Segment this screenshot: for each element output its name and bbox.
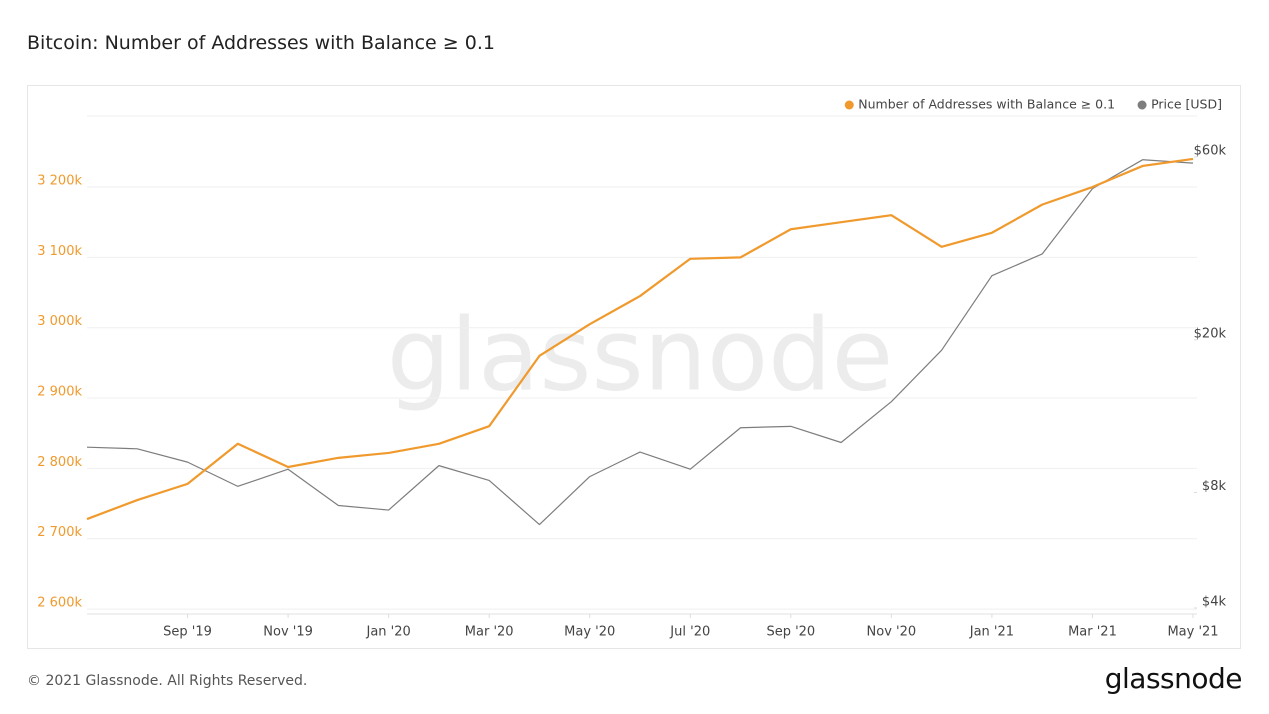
x-tick-label: Nov '19: [263, 625, 313, 640]
legend-label: Number of Addresses with Balance ≥ 0.1: [858, 97, 1115, 112]
x-tick-label: May '20: [564, 625, 615, 640]
y-tick-label: 2 700k: [37, 525, 82, 540]
x-tick-label: May '21: [1167, 625, 1218, 640]
y-tick-label: 2 800k: [37, 455, 82, 470]
legend-label: Price [USD]: [1151, 97, 1222, 112]
x-tick-label: Mar '20: [465, 625, 514, 640]
y2-tick-label: $4k: [1202, 594, 1227, 609]
chart-title: Bitcoin: Number of Addresses with Balanc…: [27, 32, 495, 54]
x-tick-label: Jan '20: [365, 625, 410, 640]
x-tick-label: Sep '19: [163, 625, 212, 640]
y-tick-label: 3 200k: [37, 174, 82, 189]
y2-tick-label: $8k: [1202, 479, 1227, 494]
y2-tick-label: $20k: [1194, 326, 1227, 341]
x-tick-label: Jan '21: [969, 625, 1014, 640]
chart-panel: [27, 85, 1241, 649]
series-line: [86, 159, 1194, 526]
y-tick-label: 2 600k: [37, 596, 82, 611]
y2-tick-label: $60k: [1194, 143, 1227, 158]
x-tick-label: Sep '20: [766, 625, 815, 640]
watermark: glassnode: [387, 296, 893, 413]
x-tick-label: Nov '20: [867, 625, 917, 640]
x-tick-label: Jul '20: [669, 625, 710, 640]
y-tick-label: 2 900k: [37, 385, 82, 400]
logo: glassnode: [1104, 662, 1243, 695]
legend-marker: [1137, 100, 1147, 110]
y-tick-label: 3 100k: [37, 244, 82, 259]
x-tick-label: Mar '21: [1068, 625, 1117, 640]
series-line: [86, 157, 1194, 521]
legend-marker: [844, 100, 854, 110]
y-tick-label: 3 000k: [37, 314, 82, 329]
copyright: © 2021 Glassnode. All Rights Reserved.: [27, 673, 308, 689]
